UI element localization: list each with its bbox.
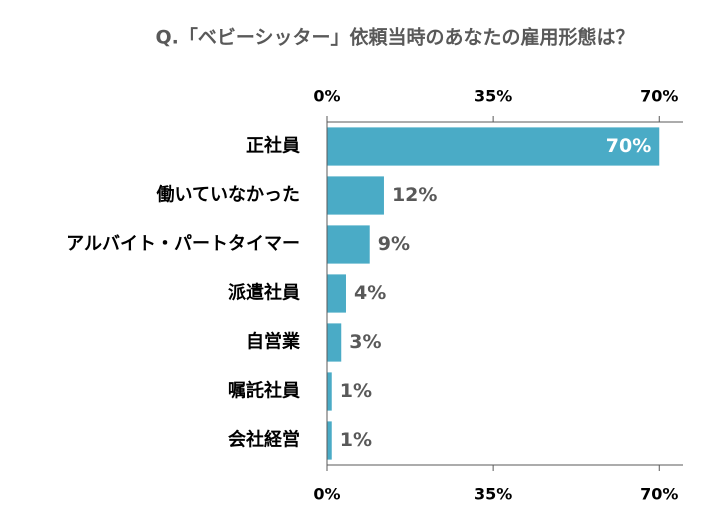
value-label: 1% [340, 429, 372, 451]
x-tick-label: 70% [640, 87, 678, 106]
value-label: 3% [349, 331, 381, 353]
bar [327, 225, 370, 264]
value-label: 4% [354, 282, 386, 304]
x-tick-label: 35% [474, 87, 512, 106]
category-label: 自営業 [246, 331, 301, 353]
category-label: アルバイト・パートタイマー [66, 234, 300, 255]
bar [327, 127, 660, 166]
value-label: 1% [340, 380, 372, 402]
bar [327, 323, 342, 362]
bar [327, 421, 332, 460]
bar [327, 274, 346, 313]
category-label: 正社員 [246, 135, 300, 157]
category-label: 派遣社員 [228, 282, 300, 304]
value-label: 70% [606, 135, 651, 157]
bar [327, 176, 384, 215]
bar [327, 372, 332, 411]
category-label: 嘱託社員 [228, 380, 300, 402]
value-label: 12% [392, 184, 437, 206]
chart-title: Q.「ベビーシッター」依頼当時のあなたの雇用形態は？ [156, 26, 635, 49]
x-tick-label: 0% [313, 485, 340, 504]
x-tick-label: 35% [474, 485, 512, 504]
x-tick-label: 0% [313, 87, 340, 106]
x-tick-label: 70% [640, 485, 678, 504]
category-label: 会社経営 [228, 429, 300, 451]
category-label: 働いていなかった [156, 184, 300, 206]
value-label: 9% [378, 233, 410, 255]
